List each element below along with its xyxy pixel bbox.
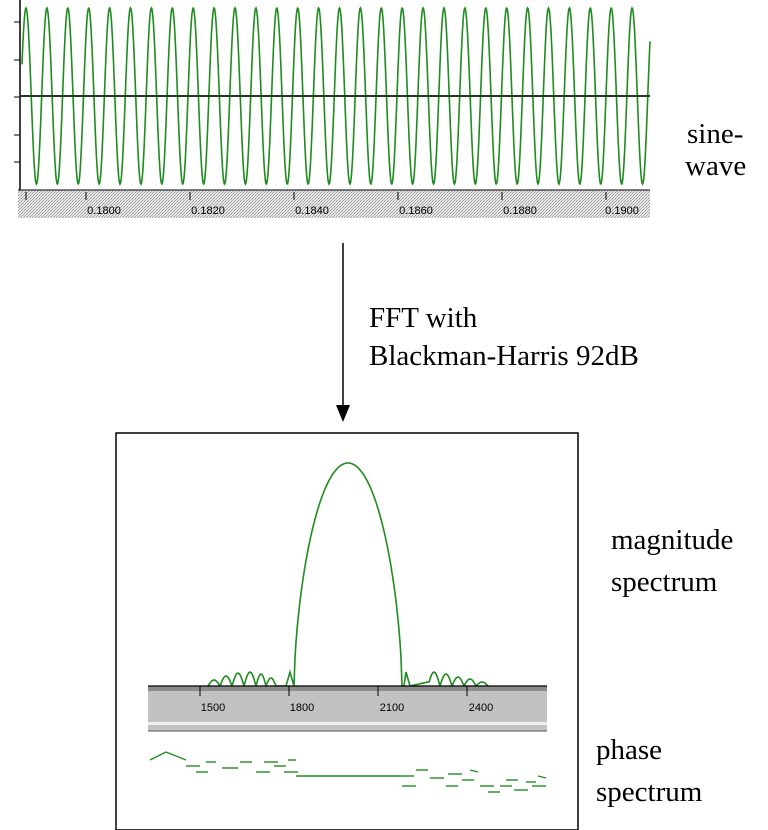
sinewave-tick-label: 0.1880	[503, 205, 537, 217]
fft-arrow	[336, 243, 350, 422]
sinewave-plot: 0.1800 0.1820 0.1840 0.1860 0.1880 0.190…	[14, 0, 651, 222]
phase-segment	[175, 755, 187, 761]
fft-arrow-head	[336, 405, 350, 422]
phase-label-line1: phase	[596, 734, 663, 766]
phase-label-line2: spectrum	[596, 776, 703, 808]
phase-segment	[157, 751, 167, 757]
sinewave-x-ticks	[25, 192, 607, 200]
sinewave-label-line2: wave	[685, 150, 747, 182]
sinewave-x-axis-bar	[18, 190, 650, 218]
sinewave-label-line1: sine-	[687, 118, 744, 150]
sinewave-tick-label: 0.1900	[605, 205, 639, 217]
magnitude-trace	[207, 462, 489, 690]
sinewave-tick-label: 0.1820	[191, 205, 225, 217]
magnitude-label-line1: magnitude	[611, 524, 734, 556]
fft-label-line1: FFT with	[369, 302, 478, 334]
sinewave-tick-label: 0.1840	[295, 205, 329, 217]
magnitude-label-line2: spectrum	[611, 566, 718, 598]
sinewave-tick-label: 0.1800	[87, 205, 121, 217]
spectrum-tick-label: 2100	[380, 702, 404, 714]
fft-label-line2: Blackman-Harris 92dB	[369, 340, 639, 372]
phase-trace	[149, 751, 547, 793]
phase-segment	[537, 775, 547, 779]
sinewave-trace	[21, 6, 651, 186]
phase-segment	[165, 751, 177, 757]
phase-segment	[149, 755, 159, 761]
spectrum-x-axis-shadow	[148, 686, 547, 691]
spectrum-tick-label: 1500	[201, 702, 225, 714]
spectrum-tick-label: 2400	[469, 702, 493, 714]
spectrum-box	[115, 432, 579, 830]
spectrum-tick-label: 1800	[290, 702, 314, 714]
spectrum-x-axis-highlight	[148, 722, 547, 725]
spectrum-x-axis: 1500 1800 2100 2400	[148, 685, 547, 732]
sinewave-y-ticks	[14, 21, 20, 163]
sinewave-tick-label: 0.1860	[399, 205, 433, 217]
phase-segment	[469, 769, 479, 773]
